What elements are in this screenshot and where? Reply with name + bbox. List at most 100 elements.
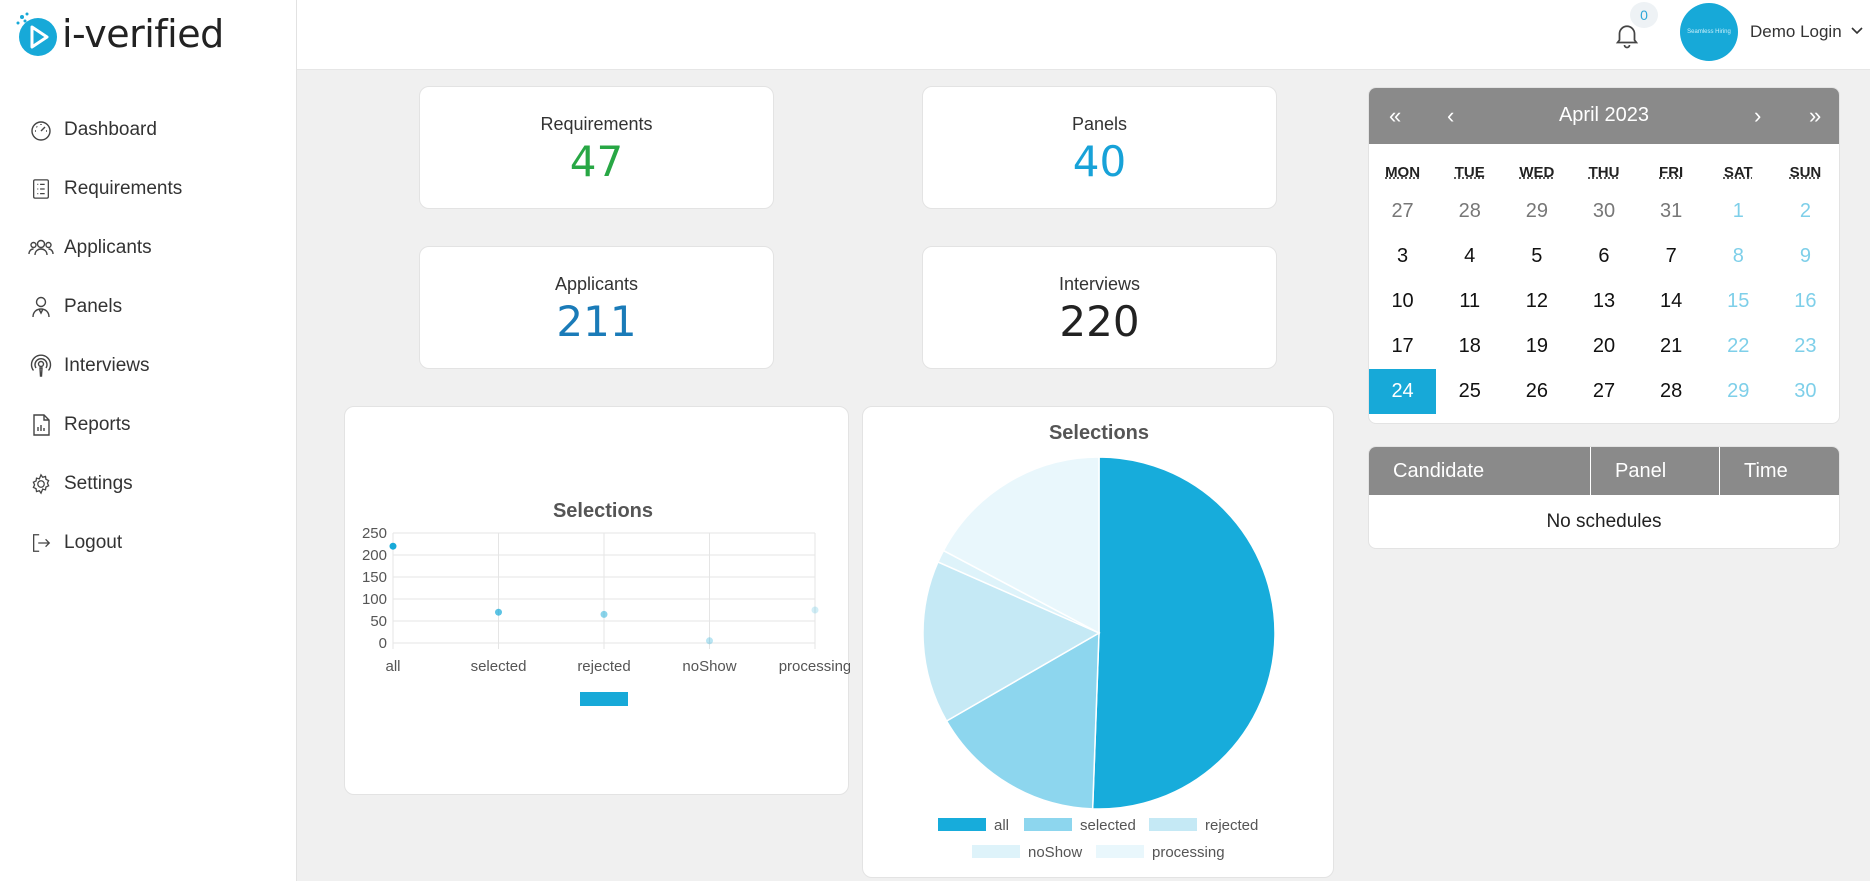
line-chart: Selections 0 50 100 150 200 250 all selected reje… [362, 500, 851, 706]
legend-label: all [994, 817, 1009, 834]
sidebar-item-label: Panels [64, 295, 123, 317]
chart-title: Selections [1049, 422, 1149, 444]
calendar-day[interactable]: 17 [1391, 335, 1414, 357]
chart-title: Selections [553, 500, 653, 522]
calendar-day[interactable]: 2 [1799, 200, 1811, 222]
sidebar-item-settings[interactable]: Settings [0, 454, 296, 513]
calendar-prev-year-button[interactable]: « [1389, 103, 1402, 128]
column-panel[interactable]: Panel [1591, 447, 1720, 495]
calendar-day[interactable]: 25 [1458, 380, 1481, 402]
data-point [600, 610, 608, 618]
x-tick-label: selected [471, 658, 527, 675]
calendar-title[interactable]: April 2023 [1558, 104, 1650, 126]
calendar-day[interactable]: 28 [1660, 380, 1683, 402]
calendar-day[interactable]: 29 [1525, 200, 1548, 222]
calendar-day[interactable]: 30 [1794, 380, 1817, 402]
stat-card-requirements[interactable]: Requirements 47 [419, 86, 774, 209]
pie-slice-rejected [922, 561, 1101, 723]
sidebar-item-panels[interactable]: Panels [0, 277, 296, 336]
calendar-prev-month-button[interactable]: ‹ [1447, 103, 1455, 128]
calendar-header: « ‹ April 2023 › » [1369, 88, 1839, 144]
notification-badge: 0 [1630, 2, 1658, 28]
stat-card-panels[interactable]: Panels 40 [922, 86, 1277, 209]
legend-swatch [1096, 845, 1144, 858]
calendar-day[interactable]: 15 [1727, 290, 1750, 312]
calendar-day[interactable]: 9 [1799, 245, 1811, 267]
calendar-day[interactable]: 6 [1598, 245, 1610, 267]
calendar-day[interactable]: 5 [1531, 245, 1543, 267]
calendar-day[interactable]: 27 [1592, 380, 1616, 402]
logo-play-icon [14, 11, 60, 57]
stat-value: 47 [569, 137, 624, 186]
calendar-day[interactable]: 19 [1525, 335, 1548, 357]
sidebar-item-label: Settings [64, 472, 133, 494]
column-time[interactable]: Time [1744, 459, 1788, 482]
stat-value: 40 [1072, 137, 1127, 186]
calendar: « ‹ April 2023 › » MON TUE WED THU FRI SAT SUN… [1368, 87, 1840, 424]
x-tick-label: processing [779, 658, 850, 675]
calendar-day-today[interactable]: 24 [1369, 369, 1437, 414]
calendar-day[interactable]: 21 [1660, 335, 1683, 357]
calendar-next-month-button[interactable]: › [1754, 103, 1762, 128]
calendar-day[interactable]: 3 [1397, 245, 1409, 267]
calendar-day[interactable]: 16 [1794, 290, 1817, 312]
calendar-day[interactable]: 20 [1592, 335, 1616, 357]
calendar-day[interactable]: 31 [1660, 200, 1683, 222]
stat-value: 220 [1059, 297, 1140, 346]
stat-title: Panels [1071, 114, 1128, 134]
sidebar: i-verified Dashboard Requirements Applic… [0, 0, 297, 881]
sidebar-item-label: Logout [64, 531, 123, 553]
calendar-day[interactable]: 4 [1464, 245, 1476, 267]
pie-chart: Selections all selected rejected noShow proce… [922, 422, 1276, 861]
calendar-day[interactable]: 10 [1391, 290, 1414, 312]
legend-swatch [1024, 818, 1072, 831]
sidebar-item-label: Reports [64, 413, 131, 435]
bell-icon[interactable] [1612, 20, 1642, 50]
schedule-table: Candidate Panel Time No schedules [1368, 446, 1840, 549]
logout-icon [28, 530, 54, 556]
calendar-day[interactable]: 18 [1458, 335, 1481, 357]
user-name[interactable]: Demo Login [1750, 22, 1842, 41]
sidebar-item-applicants[interactable]: Applicants [0, 218, 296, 277]
stat-card-applicants[interactable]: Applicants 211 [419, 246, 774, 369]
brand-logo[interactable]: i-verified [14, 8, 224, 60]
sidebar-item-interviews[interactable]: Interviews [0, 336, 296, 395]
sidebar-item-reports[interactable]: Reports [0, 395, 296, 454]
pie-slice-processing [942, 456, 1100, 635]
x-tick-label: rejected [577, 658, 630, 675]
calendar-day[interactable]: 29 [1727, 380, 1750, 402]
calendar-day[interactable]: 8 [1732, 245, 1744, 267]
weekday-label: TUE [1454, 164, 1485, 181]
calendar-day[interactable]: 14 [1660, 290, 1683, 312]
weekday-label: THU [1588, 164, 1620, 181]
chevron-down-icon[interactable] [1850, 24, 1864, 43]
calendar-day[interactable]: 26 [1525, 380, 1548, 402]
sidebar-item-dashboard[interactable]: Dashboard [0, 100, 296, 159]
column-candidate[interactable]: Candidate [1369, 447, 1591, 495]
calendar-day[interactable]: 22 [1727, 335, 1750, 357]
calendar-day[interactable]: 23 [1794, 335, 1817, 357]
calendar-next-year-button[interactable]: » [1809, 103, 1822, 128]
podcast-icon [28, 353, 54, 379]
sidebar-item-label: Interviews [64, 354, 150, 376]
y-tick-label: 150 [362, 569, 387, 586]
calendar-day[interactable]: 13 [1592, 290, 1616, 312]
sidebar-item-logout[interactable]: Logout [0, 513, 296, 572]
calendar-days: 27 28 29 30 31 1 2 3 4 5 6 7 8 9 10 11 12 13 14 15 16 17 18 19 2… [1369, 189, 1839, 414]
calendar-day[interactable]: 28 [1458, 200, 1481, 222]
calendar-day[interactable]: 11 [1459, 290, 1481, 312]
pie-slice-selected [945, 631, 1100, 810]
calendar-day[interactable]: 30 [1592, 200, 1616, 222]
calendar-day[interactable]: 1 [1732, 200, 1744, 222]
sidebar-item-requirements[interactable]: Requirements [0, 159, 296, 218]
data-point [389, 542, 397, 550]
stat-card-interviews[interactable]: Interviews 220 [922, 246, 1277, 369]
data-point [495, 608, 502, 616]
calendar-day[interactable]: 7 [1665, 245, 1677, 267]
calendar-day[interactable]: 27 [1391, 200, 1414, 222]
calendar-day[interactable]: 12 [1525, 290, 1548, 312]
users-icon [28, 235, 54, 261]
stat-title: Requirements [540, 114, 653, 134]
weekday-label: SAT [1723, 164, 1753, 181]
avatar[interactable]: Seamless Hiring [1680, 3, 1738, 61]
